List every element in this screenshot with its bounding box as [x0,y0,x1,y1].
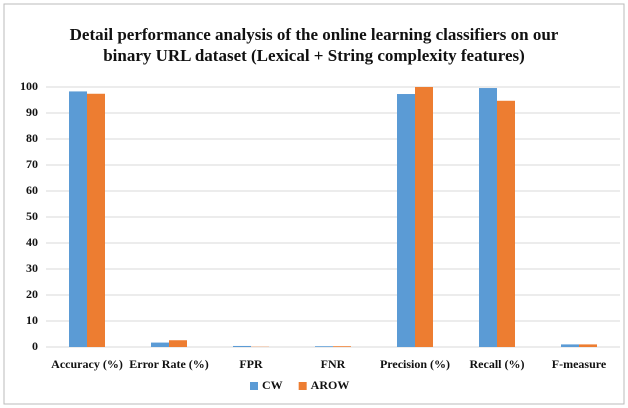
x-tick-label: Recall (%) [470,357,525,371]
y-tick-label: 50 [26,209,38,223]
bar [233,345,251,347]
bar [87,93,105,347]
chart-border [3,3,625,405]
y-tick-label: 80 [26,131,38,145]
y-tick-label: 60 [26,183,38,197]
y-tick-label: 30 [26,261,38,275]
legend-swatch [298,382,307,390]
bar [151,342,169,347]
x-tick-label: FPR [239,357,263,371]
bar [169,340,187,347]
y-tick-label: 100 [20,79,38,93]
y-tick-label: 90 [26,105,38,119]
bar [333,346,351,347]
y-tick-label: 10 [26,313,38,327]
y-tick-label: 70 [26,157,38,171]
legend-label: AROW [311,378,350,392]
bar [415,87,433,347]
y-tick-label: 40 [26,235,38,249]
bar [561,344,579,347]
bar [497,100,515,347]
x-tick-label: Error Rate (%) [129,357,209,371]
legend-label: CW [262,378,283,392]
x-tick-label: F-measure [552,357,607,371]
legend-swatch [250,382,258,390]
bar [397,94,415,348]
bar [315,346,333,347]
x-tick-label: FNR [321,357,346,371]
bar [579,344,597,347]
chart-title: Detail performance analysis of the onlin… [69,25,559,65]
y-tick-label: 20 [26,287,38,301]
x-tick-label: Accuracy (%) [51,357,123,371]
bar [479,88,497,347]
bar [69,91,87,347]
x-tick-label: Precision (%) [380,357,450,371]
y-tick-label: 0 [32,339,38,353]
